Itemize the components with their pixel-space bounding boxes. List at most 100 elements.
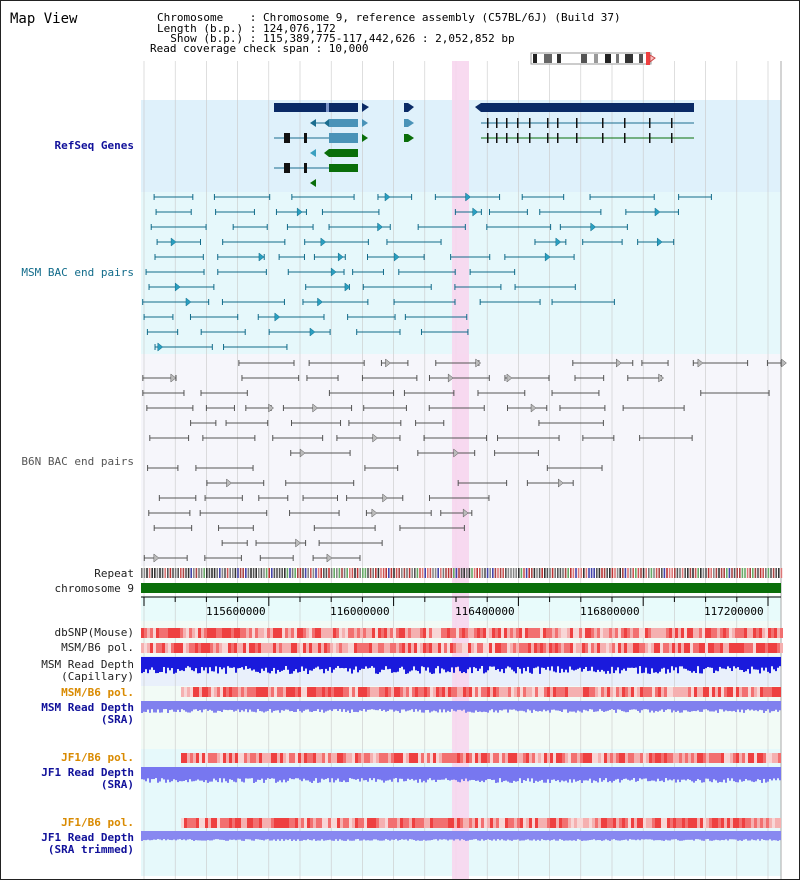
depth-bar — [439, 831, 441, 840]
depth-bar — [211, 657, 213, 672]
track-label-msm-b6-pol-2[interactable]: MSM/B6 pol. — [61, 686, 134, 699]
depth-bar — [551, 767, 553, 780]
jf1-b6-pol-track-2[interactable] — [181, 818, 781, 828]
track-label-repeat[interactable]: Repeat — [94, 567, 134, 580]
heat-cell — [526, 753, 529, 763]
depth-bar — [313, 701, 315, 712]
repeat-mark — [284, 568, 286, 578]
depth-bar — [587, 767, 589, 781]
heat-cell — [705, 628, 708, 638]
depth-bar — [705, 657, 707, 669]
repeat-track[interactable] — [141, 568, 783, 578]
heat-cell — [295, 818, 298, 828]
depth-bar — [763, 767, 765, 779]
heat-cell — [247, 818, 250, 828]
heat-cell — [571, 818, 574, 828]
heat-cell — [373, 753, 376, 763]
track-label-jf1-b6-pol[interactable]: JF1/B6 pol. — [61, 751, 134, 764]
repeat-mark — [226, 568, 229, 578]
track-label-jf1-depth-trimmed[interactable]: JF1 Read Depth — [41, 831, 134, 844]
depth-bar — [255, 657, 257, 672]
jf1-depth-trimmed-track[interactable] — [141, 831, 781, 841]
msm-b6-pol-track-2[interactable] — [181, 687, 781, 697]
heat-cell — [223, 753, 226, 763]
heat-cell — [444, 643, 447, 653]
track-label-jf1-b6-pol-2[interactable]: JF1/B6 pol. — [61, 816, 134, 829]
depth-bar — [689, 657, 691, 671]
jf1-depth-sra-track[interactable] — [141, 767, 781, 783]
repeat-mark — [429, 568, 432, 578]
depth-bar — [429, 767, 431, 779]
depth-bar — [293, 701, 295, 713]
repeat-mark — [489, 568, 491, 578]
heat-cell — [607, 687, 610, 697]
dbsnp-heat-track[interactable] — [141, 628, 783, 638]
heat-cell — [454, 753, 457, 763]
depth-bar — [339, 767, 341, 782]
track-label-refseq[interactable]: RefSeq Genes — [54, 139, 134, 152]
heat-cell — [463, 818, 466, 828]
heat-cell — [573, 643, 576, 653]
track-label-chromosome[interactable]: chromosome 9 — [54, 582, 134, 595]
heat-cell — [198, 643, 201, 653]
depth-bar — [269, 701, 271, 710]
depth-bar — [433, 831, 435, 840]
refseq-genes[interactable] — [274, 103, 694, 187]
jf1-b6-pol-track-1[interactable] — [181, 753, 781, 763]
depth-bar — [633, 701, 635, 710]
track-label-b6n-bac[interactable]: B6N BAC end pairs — [21, 455, 134, 468]
depth-bar — [607, 701, 609, 711]
track-label-msm-bac[interactable]: MSM BAC end pairs — [21, 266, 134, 279]
depth-bar — [581, 831, 583, 841]
depth-bar — [463, 657, 465, 673]
depth-bar — [585, 657, 587, 667]
heat-cell — [256, 687, 259, 697]
track-label-msm-depth-cap[interactable]: MSM Read Depth — [41, 658, 134, 671]
heat-cell — [501, 643, 504, 653]
msm-depth-capillary-track[interactable] — [141, 657, 781, 674]
heat-cell — [366, 643, 369, 653]
heat-cell — [595, 818, 598, 828]
depth-bar — [653, 657, 655, 673]
depth-bar — [157, 701, 159, 710]
depth-bar — [155, 701, 157, 713]
repeat-mark — [271, 568, 273, 578]
b6n-bac-pairs[interactable] — [142, 358, 787, 563]
depth-bar — [757, 767, 759, 780]
heat-cell — [459, 628, 462, 638]
track-label-jf1-depth-sra[interactable]: JF1 Read Depth — [41, 766, 134, 779]
depth-bar — [389, 657, 391, 669]
depth-bar — [339, 701, 341, 710]
msm-bac-pairs[interactable] — [142, 192, 712, 352]
heat-cell — [568, 687, 571, 697]
depth-bar — [261, 767, 263, 779]
heat-cell — [288, 628, 291, 638]
heat-cell — [640, 687, 643, 697]
track-label-msm-b6-pol[interactable]: MSM/B6 pol. — [61, 641, 134, 654]
track-label-msm-depth-sra[interactable]: MSM Read Depth — [41, 701, 134, 714]
repeat-mark — [778, 568, 780, 578]
heat-cell — [759, 643, 762, 653]
depth-bar — [209, 657, 211, 668]
depth-bar — [247, 767, 249, 779]
depth-bar — [311, 657, 313, 671]
chromosome-ideogram[interactable] — [530, 52, 656, 65]
heat-cell — [777, 628, 780, 638]
depth-bar — [743, 701, 745, 713]
chromosome-bar[interactable] — [141, 583, 781, 593]
depth-bar — [221, 657, 223, 670]
heat-cell — [471, 628, 474, 638]
repeat-mark — [726, 568, 728, 578]
heat-cell — [633, 628, 636, 638]
depth-bar — [779, 701, 781, 711]
msm-depth-sra-track[interactable] — [141, 701, 781, 713]
depth-bar — [177, 831, 179, 840]
msm-b6-pol-track-1[interactable] — [141, 643, 783, 653]
heat-cell — [301, 753, 304, 763]
track-label-dbsnp[interactable]: dbSNP(Mouse) — [54, 626, 134, 639]
selection-highlight[interactable] — [452, 61, 469, 879]
heat-cell — [688, 753, 691, 763]
heat-cell — [295, 687, 298, 697]
depth-bar — [719, 657, 721, 667]
